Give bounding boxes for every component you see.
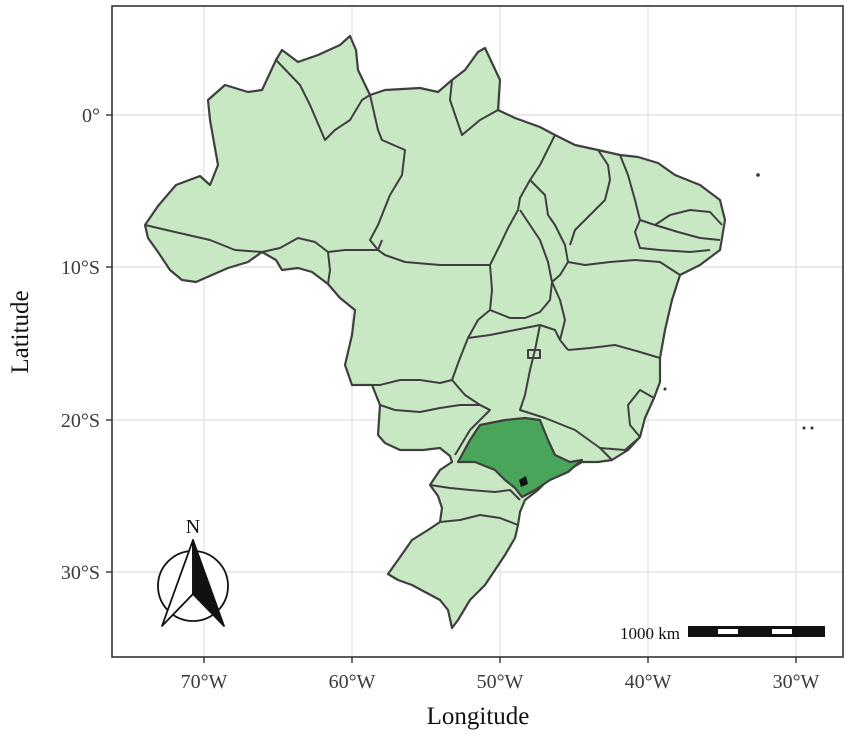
border-mt-east (372, 264, 493, 386)
north-label: N (186, 516, 200, 538)
x-tick-label: 50°W (477, 671, 524, 693)
north-arrow: N (157, 516, 229, 627)
border-roraima (275, 59, 371, 141)
island-trindade-2 (810, 426, 814, 430)
island-fernando-de-noronha (756, 173, 760, 177)
border-para-south (377, 134, 556, 266)
border-rn-pb-pe (634, 209, 723, 253)
scale-bar-outline (688, 626, 825, 637)
sao-paulo-state (456, 416, 584, 499)
y-tick-label: 20°S (61, 410, 100, 432)
border-tocantins (489, 209, 553, 319)
island-abrolhos (663, 387, 667, 391)
axis-ticks (106, 114, 797, 663)
x-axis-title: Longitude (427, 703, 530, 730)
border-acre (144, 224, 263, 253)
plot-border (111, 5, 844, 658)
y-axis-title: Latitude (7, 290, 34, 373)
scale-bar-label: 1000 km (620, 624, 680, 643)
border-minas (519, 324, 661, 461)
border-bahia (551, 259, 681, 351)
border-es-rj (599, 389, 655, 451)
sao-paulo-capital-marker (519, 476, 528, 487)
border-amapa (449, 79, 499, 136)
border-parana (429, 484, 521, 501)
y-tick-label: 0° (82, 105, 100, 127)
border-amazonas-para (369, 94, 406, 251)
x-tick-label: 70°W (181, 671, 228, 693)
border-df (527, 349, 541, 359)
border-ceara (619, 154, 671, 226)
x-tick-label: 40°W (625, 671, 672, 693)
scale-bar-white-segment-1 (718, 629, 738, 634)
border-maranhao (529, 179, 569, 283)
y-tick-label: 10°S (61, 257, 100, 279)
border-ms (379, 404, 491, 456)
border-rondonia (261, 237, 331, 285)
border-sc-rs (439, 514, 519, 526)
scale-bar-white-segment-2 (772, 629, 792, 634)
border-amazonas-mt (327, 239, 383, 253)
scale-bar: 1000 km (620, 624, 825, 643)
north-arrow-right-half (192, 539, 225, 627)
x-tick-label: 30°W (773, 671, 820, 693)
island-trindade-1 (802, 426, 806, 430)
y-tick-label: 30°S (61, 562, 100, 584)
border-piaui (569, 149, 611, 246)
state-borders (144, 59, 723, 526)
x-tick-label: 60°W (329, 671, 376, 693)
